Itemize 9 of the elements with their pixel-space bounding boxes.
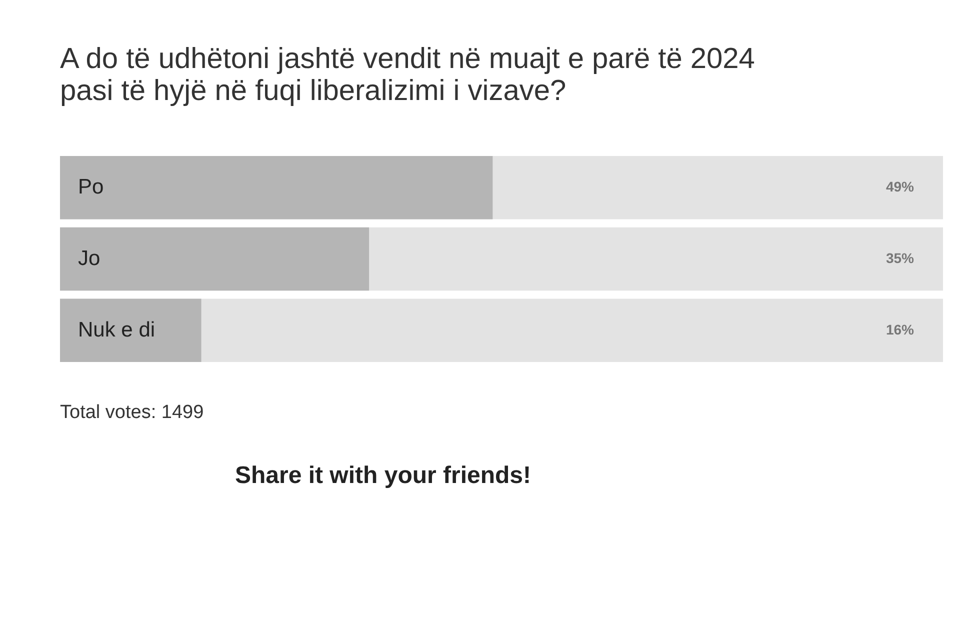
y-tick-label: Jo bbox=[78, 247, 100, 270]
data-label: 49% bbox=[886, 178, 915, 195]
y-tick-label: Po bbox=[78, 176, 104, 199]
data-label: 35% bbox=[886, 250, 915, 266]
y-tick-label: Nuk e di bbox=[78, 318, 156, 342]
text: Share it with your friends! bbox=[234, 462, 532, 489]
data-label: 16% bbox=[886, 321, 915, 338]
chart-title: A do të udhëtoni jashtë vendit në muajt e parë të 2024 pasi të hyjë në fuqi liberalizimi i vizave? bbox=[60, 43, 755, 107]
text: Total votes: 1499 bbox=[60, 402, 204, 423]
